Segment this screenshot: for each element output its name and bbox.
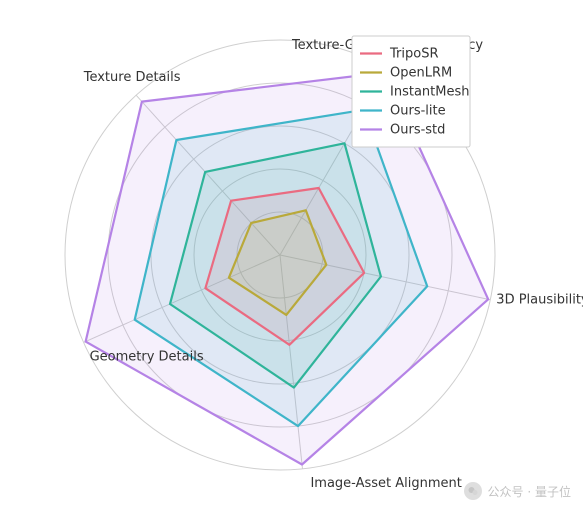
axis-label: Geometry Details: [90, 349, 204, 364]
legend-label: InstantMesh: [390, 85, 469, 100]
legend-label: Ours-lite: [390, 104, 446, 119]
axis-label: Image-Asset Alignment: [310, 476, 461, 491]
legend-label: Ours-std: [390, 123, 445, 138]
axis-label: 3D Plausibility: [496, 293, 583, 308]
legend-label: OpenLRM: [390, 66, 452, 81]
axis-label: Texture Details: [83, 70, 181, 85]
radar-chart: Texture-Geometry CoherencyTexture Detail…: [0, 0, 583, 510]
legend: TripoSR OpenLRM InstantMesh Ours-lite Ours-s…: [352, 36, 470, 147]
legend-label: TripoSR: [389, 47, 438, 62]
